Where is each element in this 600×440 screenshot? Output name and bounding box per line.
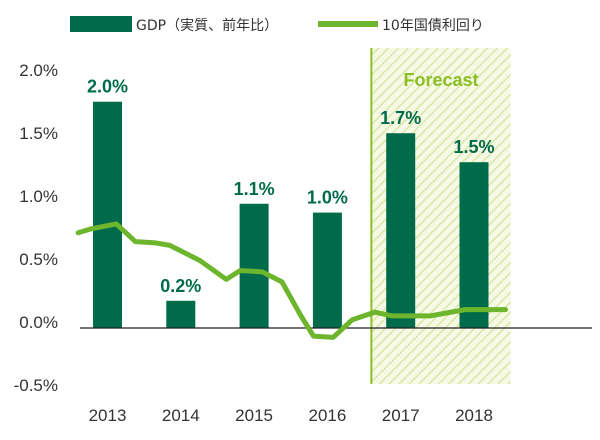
forecast-label: Forecast (403, 70, 478, 90)
x-tick-label: 2013 (89, 406, 127, 425)
y-tick-label: 1.0% (19, 187, 58, 206)
legend-label-yield: 10年国債利回り (382, 18, 484, 34)
y-tick-label: 2.0% (19, 61, 58, 80)
x-tick-label: 2015 (235, 406, 273, 425)
legend-label-gdp: GDP（実質、前年比） (136, 17, 278, 34)
bar-2018 (459, 162, 489, 328)
legend: GDP（実質、前年比） 10年国債利回り (70, 16, 484, 34)
data-label-2018: 1.5% (453, 137, 494, 157)
x-tick-label: 2017 (382, 406, 420, 425)
x-tick-label: 2016 (308, 406, 346, 425)
y-tick-label: 0.5% (19, 250, 58, 269)
x-tick-label: 2014 (162, 406, 200, 425)
bar-2013 (93, 101, 122, 328)
bar-2015 (239, 203, 269, 328)
data-label-2016: 1.0% (307, 188, 348, 208)
data-label-2013: 2.0% (87, 77, 128, 97)
x-tick-label: 2018 (455, 406, 493, 425)
data-label-2014: 0.2% (160, 276, 201, 296)
data-label-2017: 1.7% (380, 108, 421, 128)
y-tick-label: 0.0% (19, 313, 58, 332)
y-tick-label: -0.5% (14, 376, 58, 395)
y-tick-label: 1.5% (19, 124, 58, 143)
bar-2014 (166, 300, 196, 328)
yield-line (75, 221, 509, 340)
bar-2016 (312, 212, 342, 328)
data-label-2015: 1.1% (234, 179, 275, 199)
legend-swatch-gdp (70, 16, 132, 32)
bar-2017 (386, 133, 416, 328)
